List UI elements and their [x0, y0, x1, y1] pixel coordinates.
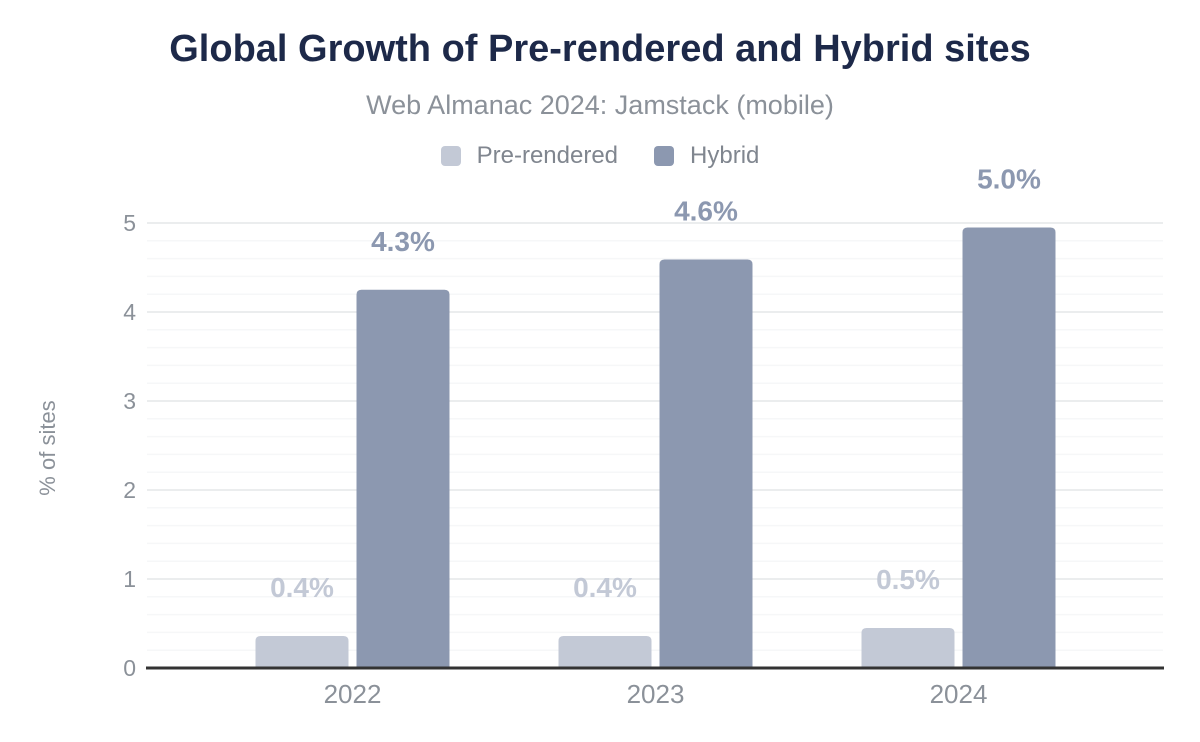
bar-hybrid-2024	[962, 227, 1056, 668]
y-tick-label: 2	[123, 477, 136, 503]
bar-value-labels: 0.4% 0.4% 0.5% 4.3% 4.6% 5.0%	[270, 163, 1041, 603]
y-tick-label: 4	[123, 299, 136, 325]
bar-value-label: 4.3%	[371, 226, 435, 257]
chart-title: Global Growth of Pre-rendered and Hybrid…	[169, 28, 1031, 70]
x-category-label: 2023	[627, 679, 685, 709]
y-tick-label: 1	[123, 566, 136, 592]
bar-value-label: 5.0%	[977, 163, 1041, 194]
legend-label-hybrid: Hybrid	[690, 142, 760, 169]
legend-swatch-pre-rendered-icon	[440, 146, 461, 166]
bar-pre-rendered-2024	[861, 627, 955, 668]
legend-label-pre-rendered: Pre-rendered	[476, 142, 619, 169]
bar-pre-rendered-2023	[558, 635, 652, 668]
x-category-label: 2024	[930, 679, 988, 709]
bar-value-label: 0.5%	[876, 564, 940, 595]
bar-value-label: 4.6%	[674, 195, 738, 226]
chart-subtitle: Web Almanac 2024: Jamstack (mobile)	[366, 90, 834, 120]
y-tick-label: 0	[123, 655, 136, 681]
bar-pre-rendered-2022	[255, 635, 349, 668]
x-category-labels: 2022 2023 2024	[324, 679, 988, 709]
y-tick-labels: 0 1 2 3 4 5	[123, 210, 136, 681]
bar-value-label: 0.4%	[573, 572, 637, 603]
y-tick-label: 3	[123, 388, 136, 414]
bar-value-label: 0.4%	[270, 572, 334, 603]
bars	[255, 227, 1056, 668]
x-category-label: 2022	[324, 679, 382, 709]
bar-hybrid-2022	[356, 289, 450, 668]
legend: Pre-rendered Hybrid	[0, 142, 1200, 170]
bar-hybrid-2023	[659, 259, 753, 668]
legend-swatch-hybrid-icon	[654, 146, 675, 166]
legend-item-pre-rendered: Pre-rendered	[440, 142, 619, 170]
legend-item-hybrid: Hybrid	[654, 142, 759, 170]
y-tick-label: 5	[123, 210, 136, 236]
